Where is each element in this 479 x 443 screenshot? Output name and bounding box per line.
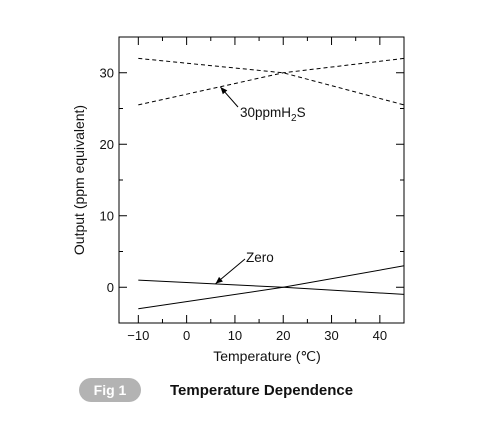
- zero-annotation-label: Zero: [246, 250, 274, 265]
- figure-number-badge: Fig 1: [79, 378, 141, 402]
- h2s-annotation-label: 30ppmH2S: [240, 105, 306, 124]
- series-line-h2s: [138, 57, 405, 106]
- x-tick-label: 30: [324, 328, 338, 343]
- y-axis-label: Output (ppm equivalent): [71, 105, 87, 255]
- plot-annotations: 30ppmH2S Zero: [215, 86, 306, 285]
- plot-series: [138, 57, 405, 310]
- y-tick-label: 30: [100, 65, 114, 80]
- figure-title: Temperature Dependence: [170, 382, 354, 399]
- x-axis-label: Temperature (℃): [213, 348, 321, 364]
- h2s-arrow-head-icon: [220, 87, 228, 95]
- series-line-zero: [138, 279, 405, 295]
- y-tick-label: 20: [100, 137, 114, 152]
- x-tick-label: −10: [127, 328, 149, 343]
- series-line-h2s: [138, 57, 405, 106]
- plot-frame: [118, 36, 405, 324]
- x-tick-label: 10: [228, 328, 242, 343]
- y-tick-label: 0: [107, 280, 114, 295]
- plot-axes: −10 0 10 20 30 40 0 10 20 30: [100, 36, 405, 343]
- y-tick-label: 10: [100, 208, 114, 223]
- x-tick-label: 20: [276, 328, 290, 343]
- zero-arrow-head-icon: [215, 276, 223, 284]
- x-tick-label: 0: [183, 328, 190, 343]
- series-line-zero: [138, 265, 405, 310]
- x-tick-label: 40: [373, 328, 387, 343]
